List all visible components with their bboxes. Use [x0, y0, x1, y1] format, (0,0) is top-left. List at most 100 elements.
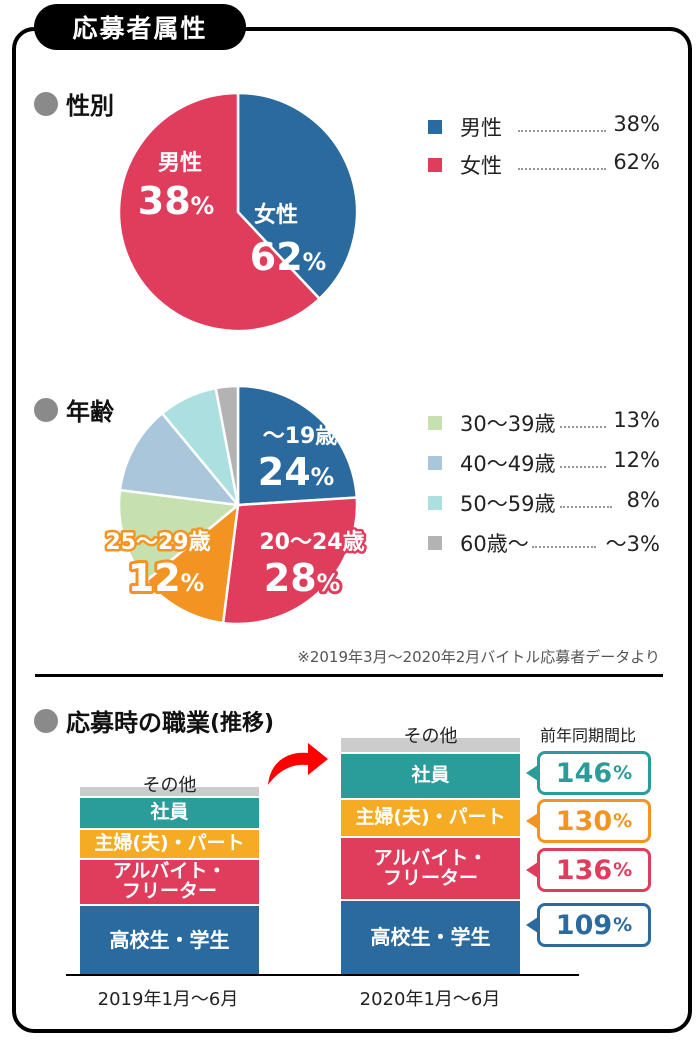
legend-swatch [428, 496, 442, 510]
leader-dots [560, 466, 606, 468]
bar-segment-label: アルバイト・ [373, 846, 488, 869]
attributes-frame [12, 27, 692, 1033]
age-heading-text: 年齢 [66, 398, 114, 426]
pie-label-value: 38 [138, 179, 191, 223]
legend-item-30s: 30〜39歳 [428, 408, 555, 438]
bar-other-label: その他 [403, 726, 458, 747]
bullet-icon [34, 397, 58, 422]
page-title: 応募者属性 [34, 4, 246, 50]
section-divider [35, 674, 663, 677]
age-pie-slice [144, 502, 240, 625]
legend-label: 女性 [460, 154, 502, 178]
bar-segment: 高校生・学生 [341, 901, 520, 974]
legend-label: 60歳〜 [460, 532, 529, 556]
callout-pointer [526, 862, 538, 878]
bar-segment-label: フリーター [121, 880, 217, 902]
legend-value: 8% [626, 488, 660, 512]
bar-segment [341, 738, 520, 752]
occupation-heading-text: 応募時の職業 [66, 709, 210, 737]
bar-segment: 主婦(夫)・パート [341, 800, 520, 836]
yoy-ratio-heading: 前年同期間比 [540, 726, 637, 745]
age-legend: 30〜39歳 13% 40〜49歳 12% 50〜59歳 8% 60歳〜 〜3% [428, 408, 668, 558]
bar-segment-label: 主婦(夫)・パート [94, 832, 245, 855]
callout-unit: % [613, 859, 633, 881]
bar-segment-label: 高校生・学生 [109, 927, 230, 952]
legend-value: 62% [613, 150, 660, 174]
legend-value: 13% [613, 408, 660, 432]
yoy-callout-freeter: 136% [526, 848, 651, 892]
bar-segment: アルバイト・ フリーター [80, 860, 259, 904]
gender-heading-text: 性別 [66, 92, 114, 120]
gender-heading: 性別 [34, 86, 114, 121]
pie-label-value: 24 [258, 450, 311, 494]
legend-swatch [428, 536, 442, 550]
yoy-callout-student: 109% [526, 903, 651, 947]
pie-label-female-name: 女性 [254, 202, 298, 228]
pie-label-u19-pct: 24% [258, 450, 334, 494]
legend-swatch [428, 456, 442, 470]
legend-value: 〜3% [605, 532, 660, 556]
pie-label-unit: % [317, 569, 341, 597]
bar-segment-label: 主婦(夫)・パート [355, 806, 506, 829]
legend-swatch [428, 120, 442, 134]
callout-pointer [526, 813, 538, 829]
callout-unit: % [613, 762, 633, 784]
bar-segment-label: 高校生・学生 [370, 925, 491, 949]
callout-unit: % [613, 914, 633, 936]
leader-dots [560, 426, 606, 428]
yoy-callout-employee: 146% [526, 751, 651, 795]
legend-item-50s: 50〜59歳 [428, 488, 555, 518]
pie-label-u19-name: 〜19歳 [263, 424, 338, 449]
pie-label-25-29-name: 25〜29歳 [105, 530, 210, 555]
legend-swatch [428, 158, 442, 172]
pie-label-female-pct: 62% [250, 235, 326, 279]
x-axis-baseline [66, 974, 579, 976]
gender-pie-slice [117, 91, 322, 333]
age-pie-slice [214, 384, 240, 506]
occupation-heading-suffix: (推移) [210, 710, 275, 736]
x-tick-label: 2019年1月〜6月 [97, 989, 239, 1010]
bullet-icon [34, 91, 58, 116]
callout-value: 109 [555, 909, 613, 941]
pie-label-unit: % [303, 248, 327, 276]
pie-label-unit: % [181, 569, 205, 597]
pie-label-unit: % [191, 192, 215, 220]
callout-value: 136 [555, 854, 613, 886]
legend-label: 40〜49歳 [460, 452, 556, 476]
age-heading: 年齢 [34, 392, 114, 427]
bar-segment-label: 社員 [150, 801, 189, 824]
pie-label-value: 12 [128, 556, 181, 600]
bar-segment-label: 社員 [411, 764, 450, 787]
leader-dots [518, 130, 606, 132]
bullet-icon [34, 708, 58, 733]
callout-pointer [526, 765, 538, 781]
gender-legend: 男性 38% 女性 62% [428, 112, 668, 182]
x-tick-label: 2020年1月〜6月 [359, 989, 501, 1010]
age-pie-slice [117, 488, 242, 583]
bar-other-label: その他 [142, 775, 197, 796]
pie-label-25-29-pct: 12% [128, 556, 204, 600]
bar-segment: 主婦(夫)・パート [80, 830, 259, 858]
legend-item-40s: 40〜49歳 [428, 448, 555, 478]
legend-label: 50〜59歳 [460, 492, 556, 516]
data-source-note: ※2019年3月〜2020年2月バイトル応募者データより [297, 648, 660, 666]
age-pie-slice [221, 496, 359, 626]
pie-label-value: 62 [250, 235, 303, 279]
pie-label-20-24-name: 20〜24歳 [259, 530, 364, 555]
pie-label-male-name: 男性 [158, 151, 202, 176]
callout-pointer [526, 917, 538, 933]
leader-dots [560, 506, 612, 508]
legend-item-male: 男性 [428, 112, 502, 142]
legend-label: 30〜39歳 [460, 412, 556, 436]
trend-arrow-icon [268, 743, 328, 785]
leader-dots [532, 546, 596, 548]
leader-dots [518, 168, 606, 170]
pie-label-20-24-pct: 28% [264, 556, 340, 600]
pie-label-unit: % [311, 463, 335, 491]
bar-segment: 高校生・学生 [80, 906, 259, 974]
callout-unit: % [613, 810, 633, 832]
age-pie-slice [118, 411, 241, 507]
legend-value: 12% [613, 448, 660, 472]
